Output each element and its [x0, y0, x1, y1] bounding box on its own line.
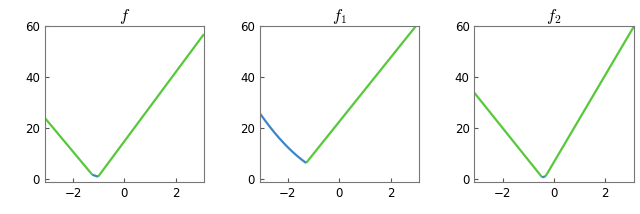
Title: $f_1$: $f_1$: [332, 7, 347, 26]
Title: $f_2$: $f_2$: [547, 7, 562, 26]
Title: $f$: $f$: [119, 7, 130, 26]
